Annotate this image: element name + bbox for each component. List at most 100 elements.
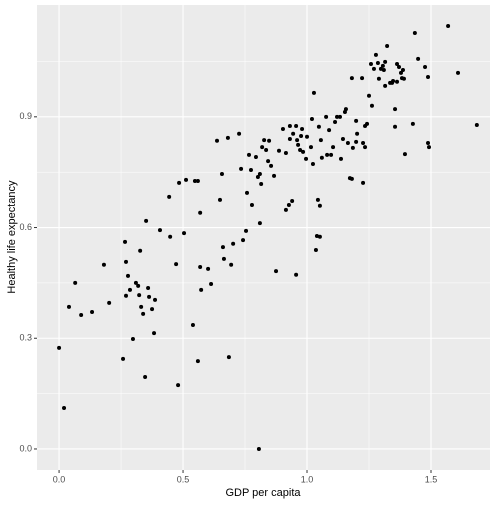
point [241,238,246,243]
point [220,245,225,250]
point [274,269,279,274]
point [73,280,78,285]
point [308,145,313,150]
point [398,70,403,75]
point [79,313,84,317]
point [139,304,144,309]
point [123,239,128,244]
point [446,24,451,29]
point [239,166,244,171]
point [335,114,340,119]
point [316,124,321,129]
point [393,107,398,112]
point [150,307,155,312]
point [343,107,348,112]
point [294,124,299,129]
point [368,62,373,67]
point [333,119,338,124]
point [219,172,224,177]
point [266,159,271,164]
point [130,336,135,341]
point [391,79,396,84]
point [318,138,323,143]
point [124,293,129,298]
point [426,74,431,79]
point [474,122,479,127]
point [225,135,230,140]
point [349,76,354,81]
point [317,234,322,239]
point [260,145,265,150]
point [147,294,152,299]
point [294,272,299,277]
point [177,180,182,185]
point [376,76,381,81]
point [182,231,187,236]
point [325,152,330,157]
point [361,141,366,146]
point [184,177,189,182]
point [255,174,260,179]
plot-panel [37,5,490,470]
point [287,124,292,129]
point [157,228,162,233]
point [144,218,149,223]
point [350,145,355,150]
point [267,138,272,143]
point [174,262,179,267]
point [400,67,405,72]
point [345,141,350,146]
point [354,118,359,123]
point [62,406,67,410]
point [410,121,415,126]
point [315,197,320,202]
y-tick-label: 0.9 [19,111,32,121]
point [57,345,62,350]
point [299,134,304,139]
point [190,322,195,327]
point [354,139,359,144]
point [340,136,345,141]
point [319,155,324,160]
point [291,131,296,136]
point [259,181,264,186]
point [137,293,142,298]
point [249,203,254,208]
point [331,145,336,150]
point [286,203,291,208]
point [257,172,262,177]
point [313,248,318,253]
point [153,297,158,302]
point [143,375,148,379]
point [90,310,95,315]
point [138,248,143,253]
point [199,287,204,292]
point [269,163,274,168]
point [136,283,141,288]
point [248,167,253,172]
point [456,70,461,75]
point [412,31,417,36]
point [66,304,71,309]
point [253,155,258,160]
point [423,65,428,69]
point [365,121,370,126]
point [367,93,372,98]
point [395,79,400,84]
point [283,150,288,155]
x-tick-label: 0.5 [177,474,190,484]
point [337,114,342,119]
point [125,273,130,278]
point [363,145,368,150]
x-axis-title: GDP per capita [225,487,301,499]
point [272,173,277,178]
point [124,259,129,264]
point [296,142,301,147]
point [361,180,366,185]
point [329,152,334,157]
point [373,52,378,57]
point [264,148,269,153]
point [317,203,322,208]
point [381,67,386,72]
